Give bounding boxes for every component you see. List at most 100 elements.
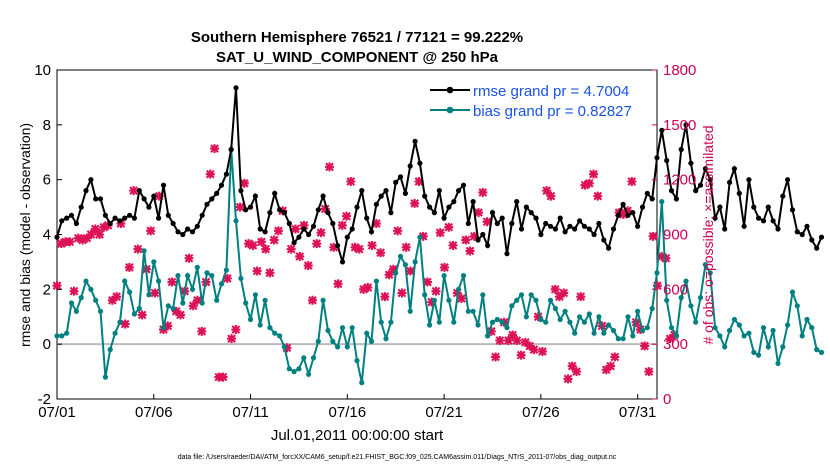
rmse-point: [465, 220, 471, 227]
obs-marker: [273, 226, 283, 236]
y2-tick-label: 300: [663, 336, 688, 353]
obs-marker: [665, 334, 675, 344]
bias-point: [359, 380, 365, 386]
bias-point: [625, 314, 631, 320]
bias-point: [581, 319, 588, 325]
y-tick-label: 4: [43, 227, 51, 244]
obs-marker: [56, 239, 66, 249]
bias-point: [335, 344, 341, 350]
bias-point: [402, 262, 408, 268]
x-axis-label: Jul.01,2011 00:00:00 start: [271, 427, 444, 444]
bias-point: [683, 278, 689, 284]
obs-marker: [661, 253, 671, 263]
rmse-point: [785, 177, 791, 183]
bias-point: [223, 267, 229, 273]
rmse-point: [141, 196, 147, 202]
obs-marker: [65, 237, 75, 247]
rmse-point: [741, 223, 747, 229]
bias-point: [296, 366, 302, 372]
bias-point: [514, 297, 520, 303]
bias-point: [693, 319, 699, 325]
rmse-point: [557, 215, 563, 221]
rmse-point: [751, 204, 757, 210]
obs-marker: [482, 217, 492, 227]
obs-marker: [307, 295, 317, 305]
rmse-point: [693, 188, 699, 194]
bias-point: [59, 333, 65, 339]
rmse-point: [397, 174, 404, 180]
obs-marker: [120, 319, 130, 329]
rmse-point: [688, 160, 694, 166]
rmse-point: [436, 188, 442, 194]
obs-marker: [359, 284, 369, 294]
rmse-point: [717, 204, 723, 210]
obs-marker: [559, 288, 569, 298]
obs-marker: [516, 350, 526, 360]
x-tick-label: 07/16: [329, 404, 367, 421]
rmse-point: [485, 242, 491, 249]
bias-point: [194, 264, 200, 270]
rmse-point: [127, 212, 133, 218]
bias-point: [407, 308, 413, 314]
y-tick-label: 10: [34, 62, 51, 79]
bias-point: [475, 322, 481, 328]
obs-marker: [380, 292, 390, 302]
rmse-point: [664, 157, 670, 164]
x-tick-label: 07/06: [135, 404, 173, 421]
rmse-point: [54, 234, 60, 240]
bias-point: [441, 273, 447, 279]
obs-marker: [610, 352, 620, 362]
bias-point: [286, 366, 292, 372]
rmse-point: [809, 237, 815, 243]
y-tick-label: 8: [43, 117, 51, 134]
bias-point: [615, 336, 621, 342]
bias-point: [412, 259, 418, 265]
obs-marker: [427, 297, 437, 307]
rmse-point: [760, 218, 767, 224]
obs-marker: [542, 186, 552, 196]
y-tick-label: 0: [43, 336, 51, 353]
rmse-point: [620, 201, 626, 207]
x-tick-label: 07/11: [232, 404, 268, 421]
rmse-point: [446, 204, 452, 210]
rmse-point: [731, 166, 738, 172]
rmse-point: [794, 229, 800, 235]
rmse-point: [73, 220, 79, 227]
rmse-point: [301, 226, 307, 232]
rmse-point: [470, 199, 476, 205]
bias-point: [654, 270, 660, 276]
rmse-point: [214, 190, 220, 196]
obs-marker: [397, 288, 407, 298]
bias-point: [165, 303, 171, 309]
obs-marker: [286, 244, 296, 254]
bias-point: [257, 322, 263, 328]
bias-point: [731, 316, 738, 323]
rmse-point: [683, 122, 689, 128]
bias-point: [102, 374, 108, 380]
rmse-point: [407, 163, 413, 169]
obs-marker: [478, 187, 488, 197]
bias-point: [422, 292, 428, 298]
obs-marker: [244, 239, 254, 249]
bias-point: [489, 319, 496, 325]
bias-point: [397, 253, 404, 259]
bias-point: [160, 325, 167, 331]
rmse-point: [64, 215, 70, 221]
obs-marker: [567, 361, 577, 371]
rmse-point: [610, 226, 617, 232]
rmse-point: [814, 245, 820, 251]
rmse-point: [335, 242, 341, 249]
bias-point: [460, 273, 467, 279]
obs-marker: [184, 253, 194, 263]
rmse-point: [88, 177, 94, 183]
obs-marker: [533, 312, 543, 322]
obs-marker: [465, 246, 475, 256]
bias-point: [344, 344, 350, 350]
rmse-point: [218, 182, 225, 188]
obs-marker: [491, 352, 501, 362]
rmse-point: [194, 223, 200, 229]
bias-point: [267, 325, 273, 331]
bias-point: [180, 300, 186, 306]
obs-marker: [435, 228, 445, 238]
bias-point: [465, 308, 471, 314]
